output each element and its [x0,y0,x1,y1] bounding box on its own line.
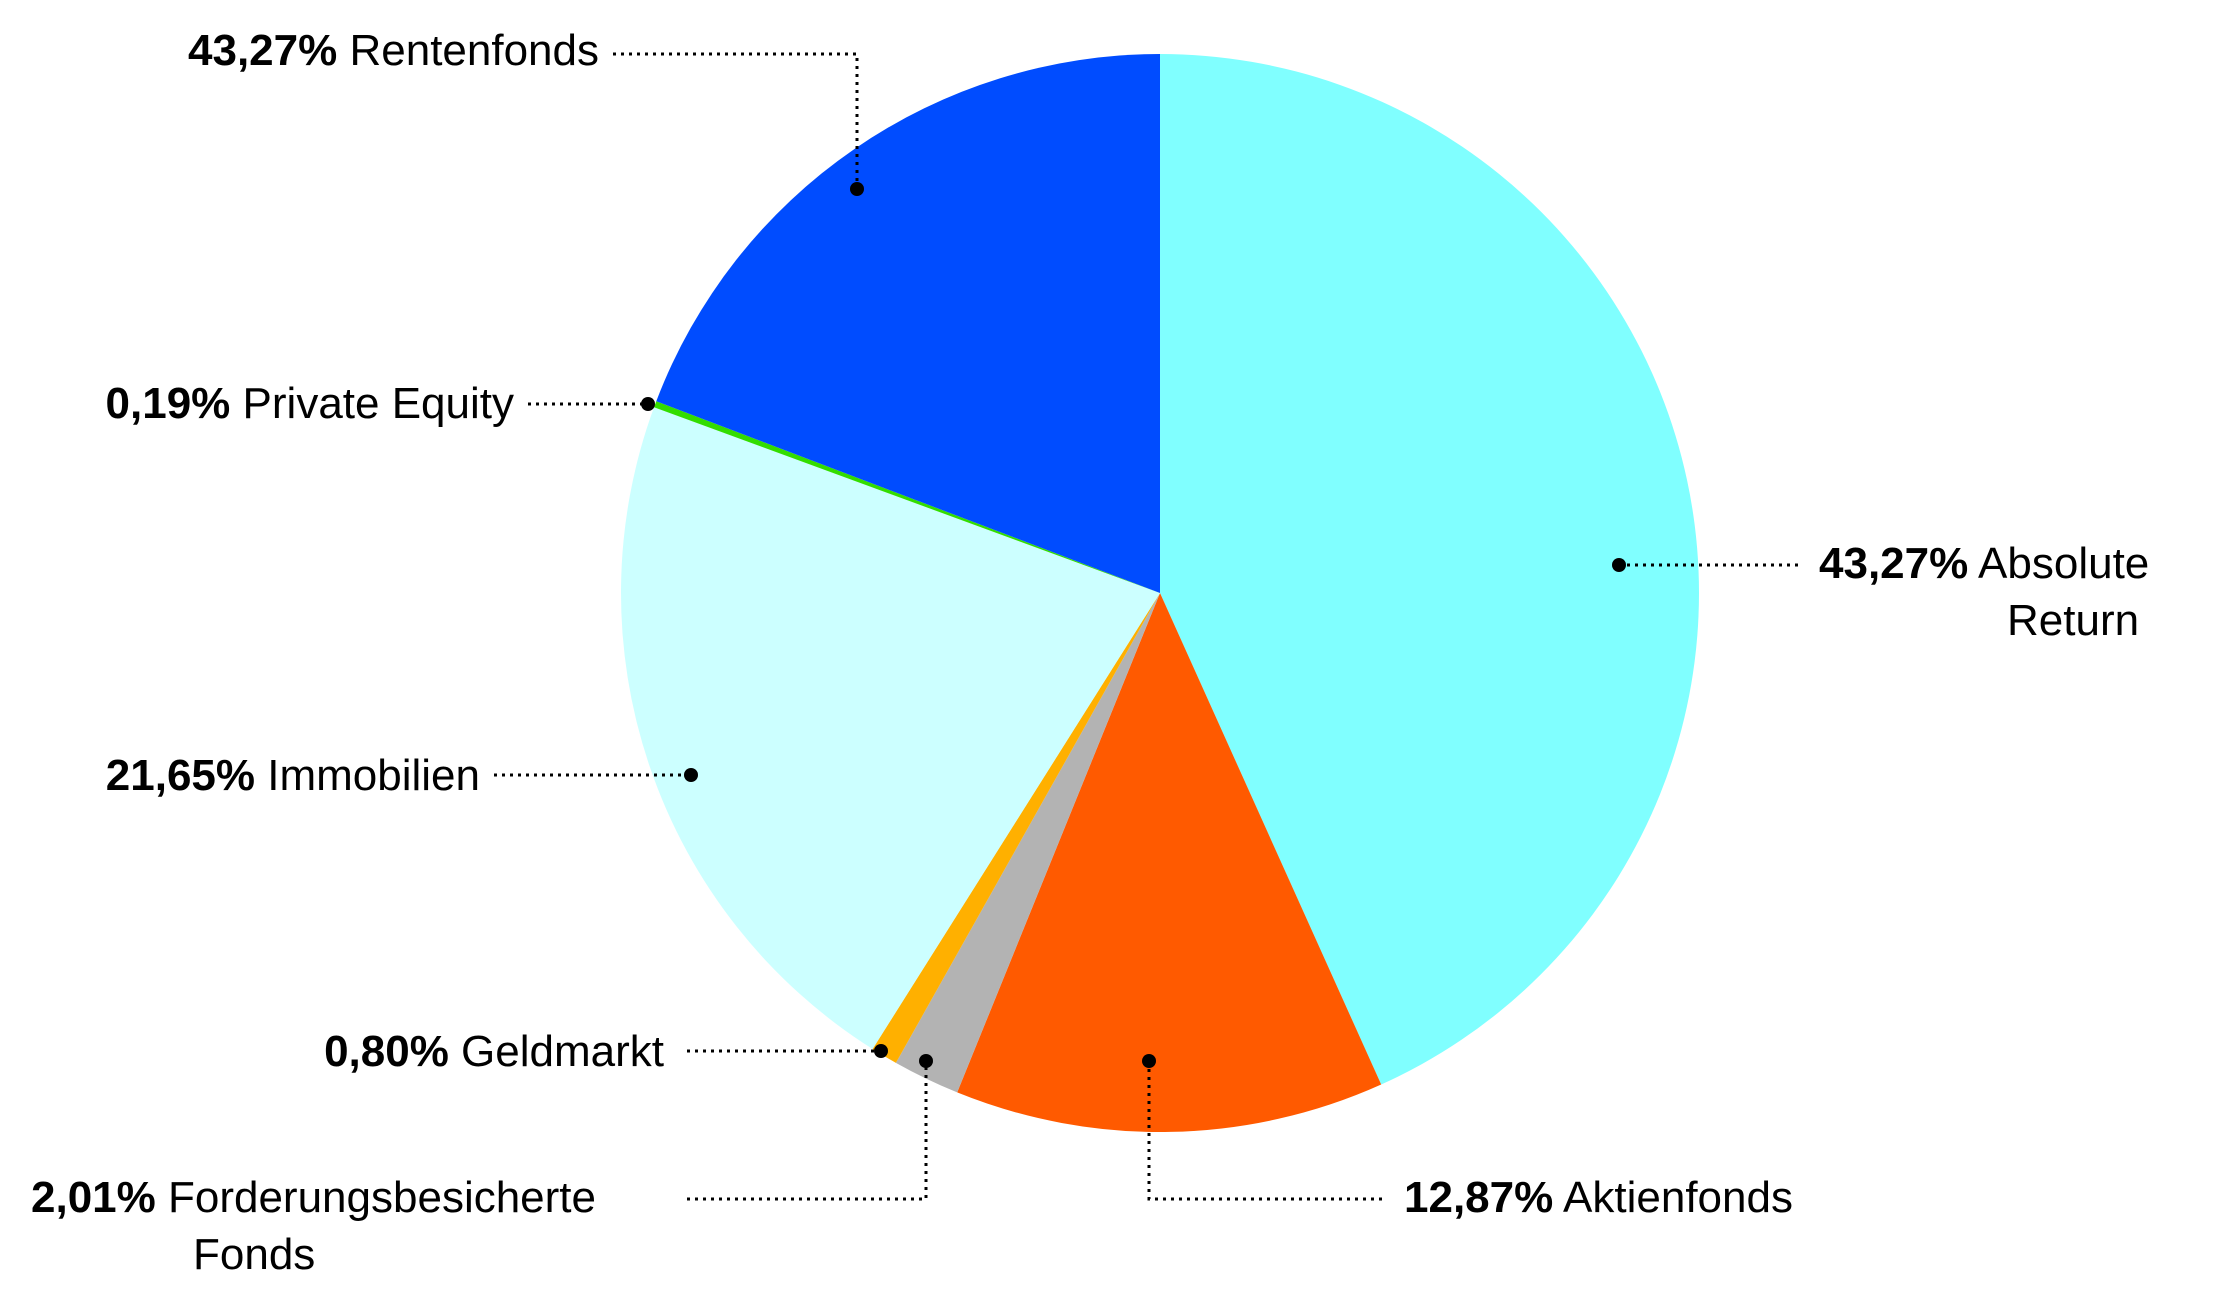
slice-percent: 0,19% [106,379,231,428]
pie-slice-geldmarkt [872,593,1160,1063]
leader-dot-absolute-return [1612,558,1626,572]
slice-name-line2: Fonds [193,1230,315,1279]
slice-percent: 2,01% [31,1173,156,1222]
leader-dot-aktienfonds [1142,1054,1156,1068]
leader-dot-private-equity [641,397,655,411]
slice-name: Absolute [1968,539,2149,588]
slice-percent: 43,27% [1819,539,1968,588]
slice-label-forderungsbesicherte-fonds: 2,01% Forderungsbesicherte [31,1173,596,1222]
slice-name: Private Equity [230,379,514,428]
slice-label-rentenfonds: 43,27% Rentenfonds [188,26,599,75]
pie-slice-immobilien [621,407,1160,1049]
pie-slice-absolute-return [1160,54,1700,1085]
slice-name: Aktienfonds [1553,1173,1793,1222]
pie-slice-aktienfonds [957,593,1382,1133]
leader-dot-forderungsbesicherte-fonds [919,1054,933,1068]
slice-label-immobilien: 21,65% Immobilien [106,751,480,800]
pie-slice-rentenfonds [656,54,1160,593]
slice-percent: 21,65% [106,751,255,800]
slice-name-line2: Return [2007,596,2139,645]
slice-percent: 43,27% [188,26,337,75]
leader-dot-geldmarkt [874,1044,888,1058]
slice-name: Immobilien [255,751,480,800]
pie-slices [621,54,1700,1133]
slice-labels: 43,27% Absolute Return 12,87% Aktienfonds 2… [31,26,2149,1279]
slice-name: Rentenfonds [337,26,599,75]
slice-percent: 12,87% [1404,1173,1553,1222]
leader-lines [494,52,1802,1201]
pie-slice-forderungsbesicherte-fonds [895,593,1160,1093]
leader-dot-rentenfonds [850,182,864,196]
leader-line-aktienfonds [1147,1061,1385,1201]
leader-line-forderungsbesicherte-fonds [687,1061,928,1201]
leader-line-rentenfonds [613,52,859,189]
slice-label-absolute-return: 43,27% Absolute [1819,539,2149,588]
pie-slice-private-equity [654,401,1160,593]
slice-name: Geldmarkt [449,1027,664,1076]
slice-name: Forderungsbesicherte [156,1173,596,1222]
leader-dot-immobilien [684,768,698,782]
slice-label-aktienfonds: 12,87% Aktienfonds [1404,1173,1793,1222]
slice-percent: 0,80% [324,1027,449,1076]
slice-label-private-equity: 0,19% Private Equity [106,379,514,428]
slice-label-geldmarkt: 0,80% Geldmarkt [324,1027,664,1076]
